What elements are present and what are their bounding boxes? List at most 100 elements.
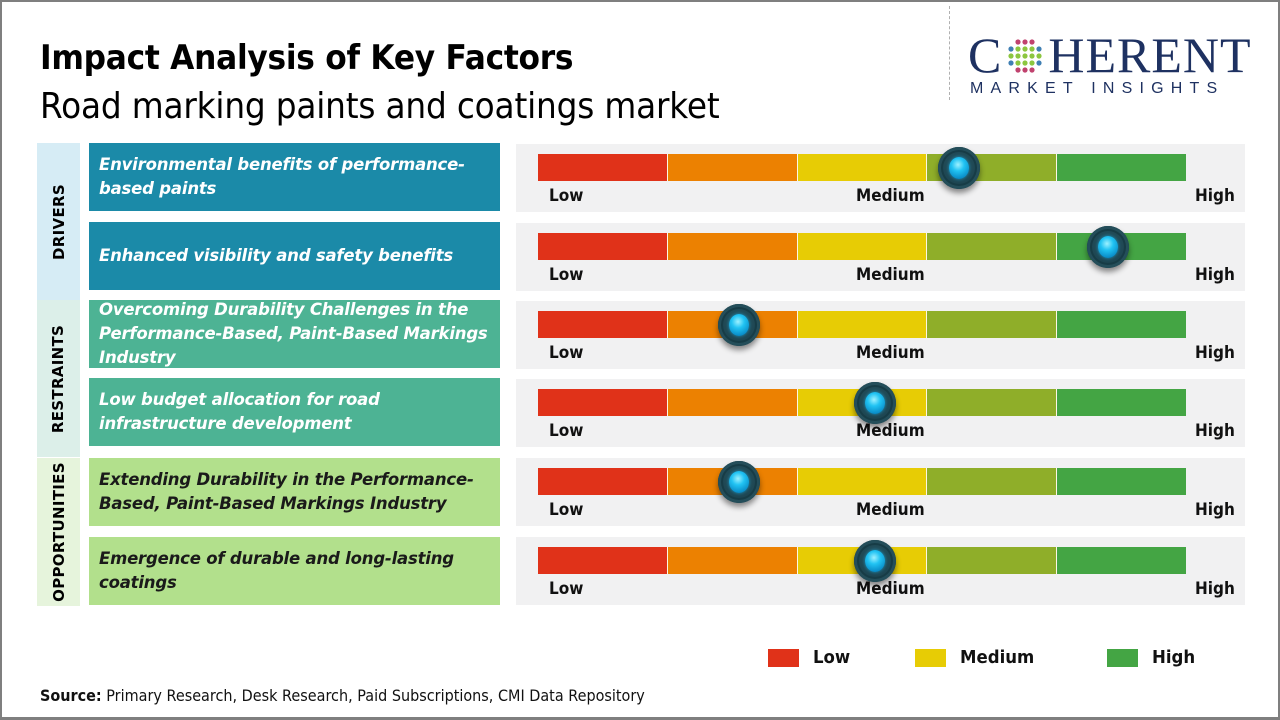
gauge-segment-1 bbox=[538, 311, 668, 338]
globe-dot bbox=[1036, 60, 1042, 66]
gauge-segment-2 bbox=[667, 547, 798, 574]
logo-divider bbox=[949, 6, 950, 100]
factor-card: Overcoming Durability Challenges in the … bbox=[89, 300, 500, 368]
impact-gauge: Low Medium High bbox=[516, 379, 1245, 447]
legend-label-low: Low bbox=[813, 647, 851, 668]
gauge-segment-1 bbox=[538, 233, 668, 260]
logo-wordmark: C HERENT bbox=[968, 30, 1252, 80]
legend-item-low: Low bbox=[768, 647, 853, 668]
globe-dot bbox=[1036, 53, 1042, 59]
source-note: Source: Primary Research, Desk Research,… bbox=[40, 686, 645, 705]
source-label: Source: bbox=[40, 686, 102, 705]
legend-label-medium: Medium bbox=[960, 647, 1035, 668]
gauge-label-low: Low bbox=[549, 265, 584, 285]
legend-item-high: High bbox=[1107, 647, 1199, 668]
factor-text: Extending Durability in the Performance-… bbox=[99, 470, 474, 513]
gauge-segment-3 bbox=[797, 468, 928, 495]
globe-dot bbox=[1022, 60, 1028, 66]
gauge-segment-5 bbox=[1057, 389, 1186, 416]
globe-dot bbox=[1022, 46, 1028, 52]
gauge-bar bbox=[538, 468, 1186, 495]
gauge-label-low: Low bbox=[549, 500, 584, 520]
category-label-text: DRIVERS bbox=[49, 183, 68, 260]
gauge-indicator-knob bbox=[853, 540, 896, 582]
gauge-indicator-knob bbox=[717, 304, 760, 346]
gauge-segment-4 bbox=[927, 547, 1058, 574]
legend-swatch-medium bbox=[915, 648, 946, 667]
logo-tagline: MARKET INSIGHTS bbox=[970, 80, 1225, 97]
legend-swatch-high bbox=[1107, 648, 1138, 667]
gauge-segment-5 bbox=[1057, 468, 1186, 495]
gauge-segment-1 bbox=[538, 389, 668, 416]
globe-dot bbox=[1029, 39, 1035, 45]
globe-dot bbox=[1022, 53, 1028, 59]
page-subtitle: Road marking paints and coatings market bbox=[40, 86, 720, 127]
gauge-label-medium: Medium bbox=[856, 421, 925, 441]
factor-card: Enhanced visibility and safety benefits bbox=[89, 222, 500, 290]
gauge-segment-4 bbox=[927, 233, 1058, 260]
factor-card: Emergence of durable and long-lasting co… bbox=[89, 537, 500, 605]
gauge-label-high: High bbox=[1195, 500, 1235, 520]
impact-gauge: Low Medium High bbox=[516, 301, 1245, 369]
factor-text: Low budget allocation for road infrastru… bbox=[99, 390, 380, 433]
legend-item-medium: Medium bbox=[915, 647, 1041, 668]
gauge-label-medium: Medium bbox=[856, 579, 925, 599]
gauge-segment-2 bbox=[667, 154, 798, 181]
impact-gauge: Low Medium High bbox=[516, 144, 1245, 212]
globe-dot bbox=[1022, 67, 1028, 73]
gauge-segment-1 bbox=[538, 547, 668, 574]
impact-gauge: Low Medium High bbox=[516, 537, 1245, 605]
globe-dot bbox=[1022, 39, 1028, 45]
impact-gauge: Low Medium High bbox=[516, 223, 1245, 291]
factor-text: Environmental benefits of performance-ba… bbox=[99, 155, 465, 198]
globe-dot bbox=[1029, 60, 1035, 66]
gauge-label-low: Low bbox=[549, 343, 584, 363]
gauge-segment-4 bbox=[927, 311, 1058, 338]
gauge-bar bbox=[538, 389, 1186, 416]
factor-card: Extending Durability in the Performance-… bbox=[89, 458, 500, 526]
globe-dot bbox=[1015, 46, 1021, 52]
gauge-label-low: Low bbox=[549, 579, 584, 599]
source-text: Primary Research, Desk Research, Paid Su… bbox=[101, 686, 645, 705]
globe-dot bbox=[1015, 60, 1021, 66]
category-label-text: OPPORTUNITIES bbox=[49, 462, 68, 602]
gauge-indicator-knob bbox=[1087, 226, 1130, 268]
gauge-segment-3 bbox=[797, 311, 928, 338]
category-label-drivers: DRIVERS bbox=[37, 143, 80, 300]
category-label-opportunities: OPPORTUNITIES bbox=[37, 458, 80, 606]
gauge-segment-2 bbox=[667, 389, 798, 416]
category-label-text: RESTRAINTS bbox=[49, 324, 68, 433]
gauge-label-high: High bbox=[1195, 343, 1235, 363]
gauge-indicator-knob bbox=[938, 147, 981, 189]
gauge-label-medium: Medium bbox=[856, 500, 925, 520]
impact-gauge: Low Medium High bbox=[516, 458, 1245, 526]
category-label-restraints: RESTRAINTS bbox=[37, 300, 80, 457]
globe-dot bbox=[1029, 46, 1035, 52]
gauge-label-high: High bbox=[1195, 579, 1235, 599]
factor-card: Low budget allocation for road infrastru… bbox=[89, 378, 500, 446]
gauge-segment-3 bbox=[797, 154, 928, 181]
gauge-label-low: Low bbox=[549, 186, 584, 206]
gauge-label-medium: Medium bbox=[856, 186, 925, 206]
gauge-indicator-knob bbox=[717, 461, 760, 503]
globe-dot bbox=[1036, 46, 1042, 52]
factor-text: Enhanced visibility and safety benefits bbox=[99, 246, 454, 265]
gauge-segment-5 bbox=[1057, 154, 1186, 181]
gauge-segment-5 bbox=[1057, 311, 1186, 338]
gauge-segment-1 bbox=[538, 154, 668, 181]
gauge-label-high: High bbox=[1195, 265, 1235, 285]
legend-label-high: High bbox=[1152, 647, 1196, 668]
factor-text: Overcoming Durability Challenges in the … bbox=[99, 300, 488, 367]
logo-letter-c: C bbox=[968, 27, 1003, 83]
globe-dot bbox=[1029, 53, 1035, 59]
gauge-segment-4 bbox=[927, 389, 1058, 416]
globe-dot bbox=[1015, 39, 1021, 45]
gauge-segment-1 bbox=[538, 468, 668, 495]
factor-text: Emergence of durable and long-lasting co… bbox=[99, 549, 454, 592]
gauge-label-medium: Medium bbox=[856, 265, 925, 285]
gauge-bar bbox=[538, 311, 1186, 338]
globe-dot bbox=[1008, 53, 1014, 59]
gauge-label-low: Low bbox=[549, 421, 584, 441]
globe-dots-icon bbox=[1004, 34, 1046, 74]
